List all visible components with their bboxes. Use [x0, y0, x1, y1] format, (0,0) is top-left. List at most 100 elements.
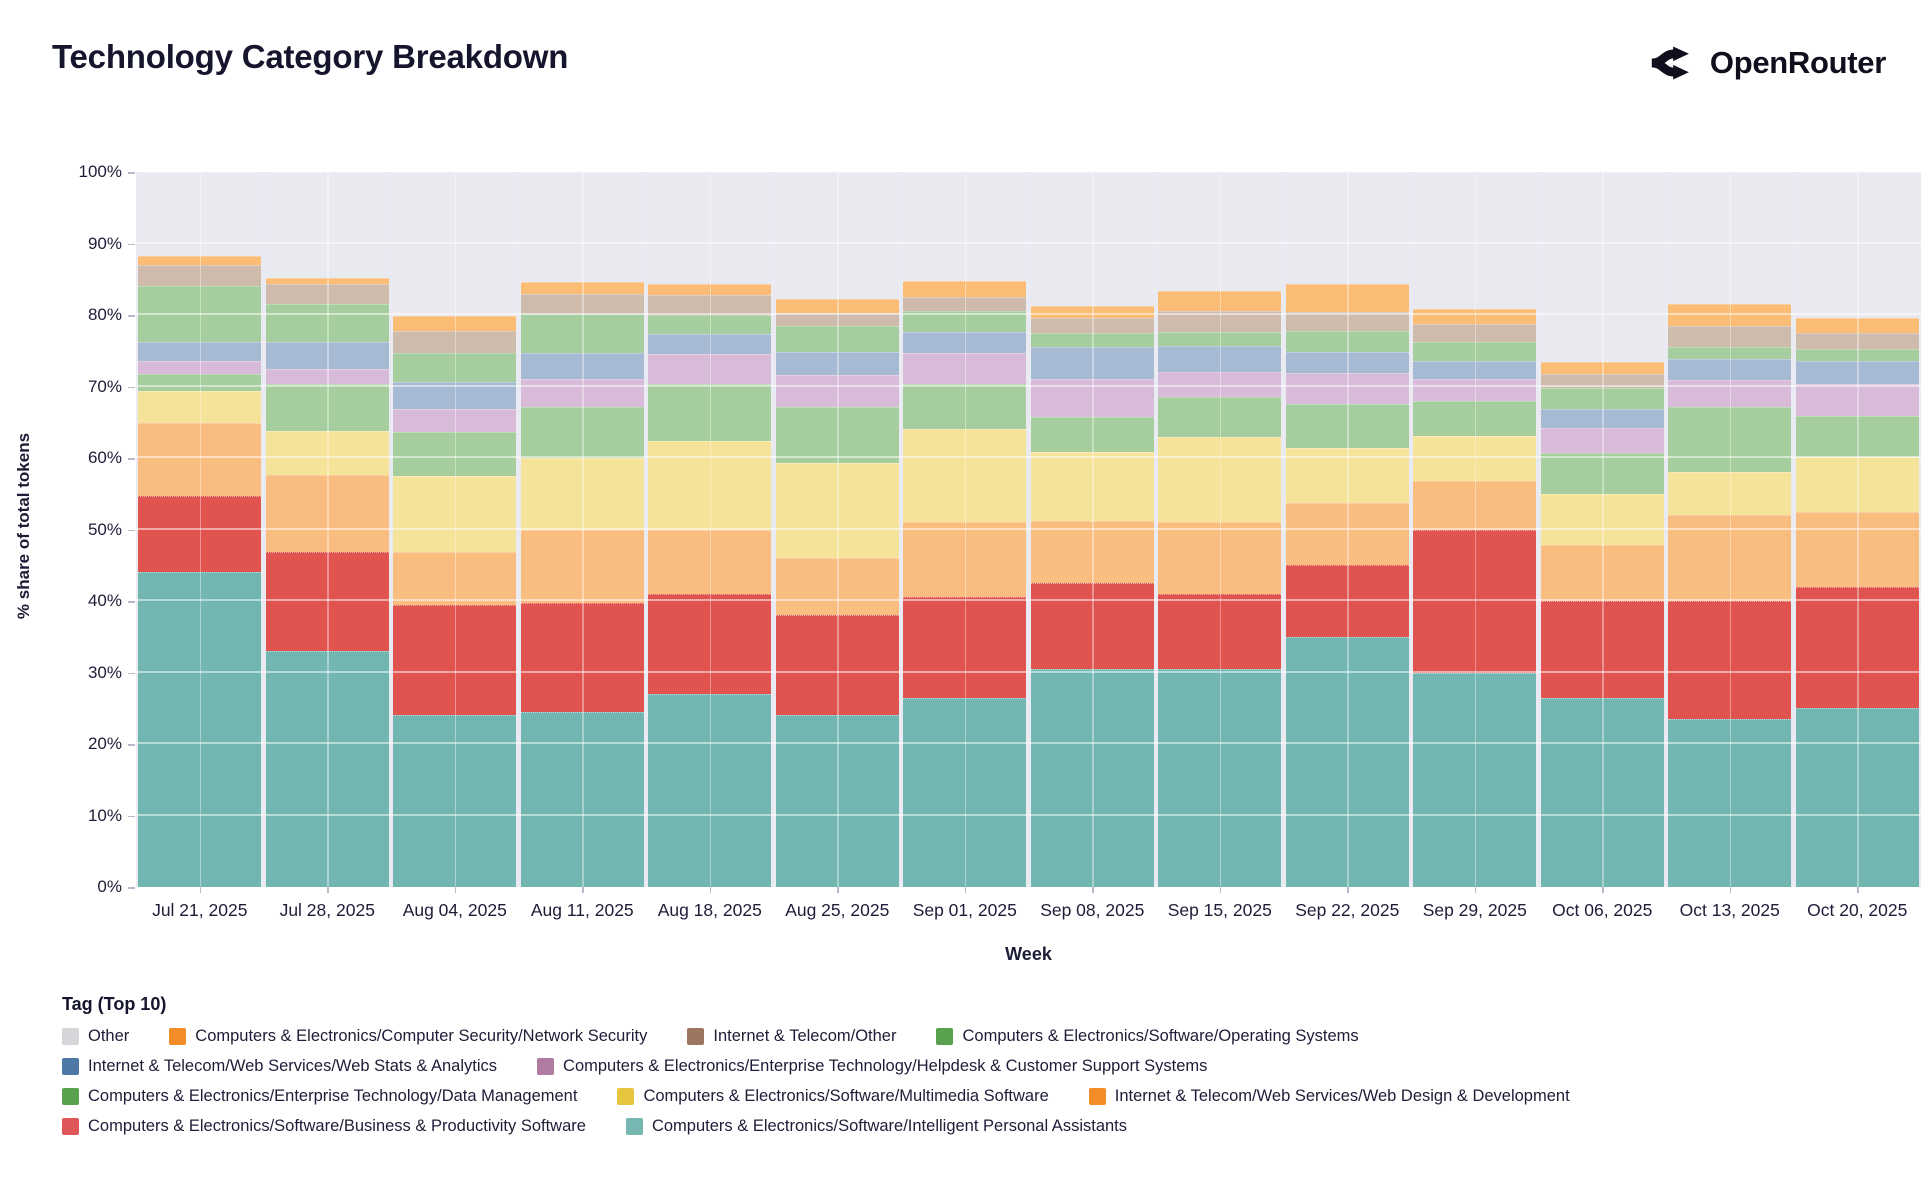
bar-segment[interactable] — [1795, 332, 1919, 350]
bar-segment[interactable] — [775, 351, 899, 376]
bar-segment[interactable] — [1540, 362, 1664, 375]
stacked-bar-sep-01-2025[interactable] — [903, 172, 1027, 887]
legend-item[interactable]: Other — [62, 1027, 129, 1046]
bar-segment[interactable] — [138, 255, 262, 266]
bar-segment[interactable] — [1413, 172, 1537, 310]
stacked-bar-oct-20-2025[interactable] — [1795, 172, 1919, 887]
bar-segment[interactable] — [1795, 360, 1919, 385]
bar-segment[interactable] — [648, 693, 772, 887]
bar-segment[interactable] — [648, 384, 772, 441]
bar-segment[interactable] — [1540, 494, 1664, 545]
bar-segment[interactable] — [138, 373, 262, 391]
bar-segment[interactable] — [520, 711, 644, 887]
bar-segment[interactable] — [1285, 352, 1409, 373]
bar-segment[interactable] — [1285, 330, 1409, 353]
bar-segment[interactable] — [265, 341, 389, 369]
bar-segment[interactable] — [1413, 400, 1537, 436]
bar-segment[interactable] — [520, 458, 644, 530]
legend-item[interactable]: Computers & Electronics/Software/Multime… — [617, 1087, 1049, 1106]
bar-segment[interactable] — [1030, 346, 1154, 380]
bar-segment[interactable] — [775, 406, 899, 464]
bar-segment[interactable] — [1540, 408, 1664, 428]
bar-segment[interactable] — [520, 406, 644, 459]
stacked-bar-aug-11-2025[interactable] — [520, 172, 644, 887]
bar-segment[interactable] — [1540, 697, 1664, 887]
stacked-bar-oct-06-2025[interactable] — [1540, 172, 1664, 887]
bar-segment[interactable] — [265, 277, 389, 284]
bar-segment[interactable] — [393, 409, 517, 432]
bar-segment[interactable] — [1158, 172, 1282, 292]
bar-segment[interactable] — [648, 283, 772, 296]
bar-segment[interactable] — [520, 379, 644, 407]
bar-segment[interactable] — [648, 529, 772, 594]
bar-segment[interactable] — [393, 172, 517, 317]
bar-segment[interactable] — [903, 281, 1027, 298]
bar-segment[interactable] — [903, 352, 1027, 385]
bar-segment[interactable] — [1030, 332, 1154, 347]
bar-segment[interactable] — [393, 475, 517, 552]
legend-item[interactable]: Computers & Electronics/Enterprise Techn… — [537, 1057, 1207, 1076]
legend-item[interactable]: Internet & Telecom/Web Services/Web Stat… — [62, 1057, 497, 1076]
bar-segment[interactable] — [1030, 451, 1154, 521]
bar-segment[interactable] — [1030, 172, 1154, 306]
bar-segment[interactable] — [1795, 457, 1919, 512]
bar-segment[interactable] — [393, 715, 517, 887]
bar-segment[interactable] — [1795, 586, 1919, 709]
stacked-bar-jul-28-2025[interactable] — [265, 172, 389, 887]
bar-segment[interactable] — [265, 172, 389, 278]
bar-segment[interactable] — [903, 697, 1027, 887]
stacked-bar-sep-22-2025[interactable] — [1285, 172, 1409, 887]
bar-segment[interactable] — [138, 265, 262, 287]
bar-segment[interactable] — [1158, 437, 1282, 523]
bar-segment[interactable] — [1668, 172, 1792, 305]
bar-segment[interactable] — [1795, 172, 1919, 318]
bar-segment[interactable] — [393, 605, 517, 716]
bar-segment[interactable] — [1285, 503, 1409, 566]
bar-segment[interactable] — [903, 384, 1027, 429]
bar-segment[interactable] — [393, 381, 517, 410]
bar-segment[interactable] — [265, 368, 389, 385]
bar-segment[interactable] — [1158, 332, 1282, 346]
bar-segment[interactable] — [1668, 380, 1792, 407]
bar-segment[interactable] — [1795, 415, 1919, 458]
bar-segment[interactable] — [1540, 453, 1664, 495]
bar-segment[interactable] — [1285, 448, 1409, 504]
bar-segment[interactable] — [1540, 172, 1664, 363]
bar-segment[interactable] — [1285, 312, 1409, 331]
bar-segment[interactable] — [775, 312, 899, 327]
bar-segment[interactable] — [1668, 406, 1792, 472]
bar-segment[interactable] — [1795, 317, 1919, 333]
bar-segment[interactable] — [1668, 325, 1792, 348]
legend-item[interactable]: Computers & Electronics/Software/Intelli… — [625, 1117, 1127, 1136]
stacked-bar-oct-13-2025[interactable] — [1668, 172, 1792, 887]
bar-segment[interactable] — [775, 172, 899, 299]
bar-segment[interactable] — [1413, 309, 1537, 324]
bar-segment[interactable] — [1540, 601, 1664, 698]
bar-segment[interactable] — [1030, 379, 1154, 417]
bar-segment[interactable] — [1413, 323, 1537, 343]
bar-segment[interactable] — [138, 495, 262, 572]
bar-segment[interactable] — [1158, 345, 1282, 372]
bar-segment[interactable] — [1795, 384, 1919, 416]
bar-segment[interactable] — [520, 352, 644, 380]
bar-segment[interactable] — [1413, 480, 1537, 531]
bar-segment[interactable] — [138, 172, 262, 256]
bar-segment[interactable] — [393, 551, 517, 606]
bar-segment[interactable] — [648, 440, 772, 530]
bar-segment[interactable] — [265, 384, 389, 431]
bar-segment[interactable] — [265, 283, 389, 304]
bar-segment[interactable] — [1158, 371, 1282, 398]
bar-segment[interactable] — [903, 521, 1027, 598]
bar-segment[interactable] — [1030, 416, 1154, 452]
bar-segment[interactable] — [1668, 471, 1792, 515]
bar-segment[interactable] — [1158, 397, 1282, 438]
bar-segment[interactable] — [775, 298, 899, 313]
bar-segment[interactable] — [1413, 360, 1537, 379]
bar-segment[interactable] — [520, 529, 644, 604]
stacked-bar-aug-04-2025[interactable] — [393, 172, 517, 887]
bar-segment[interactable] — [393, 316, 517, 331]
bar-segment[interactable] — [1158, 668, 1282, 887]
bar-segment[interactable] — [520, 172, 644, 283]
bar-segment[interactable] — [648, 295, 772, 316]
bar-segment[interactable] — [1158, 310, 1282, 333]
